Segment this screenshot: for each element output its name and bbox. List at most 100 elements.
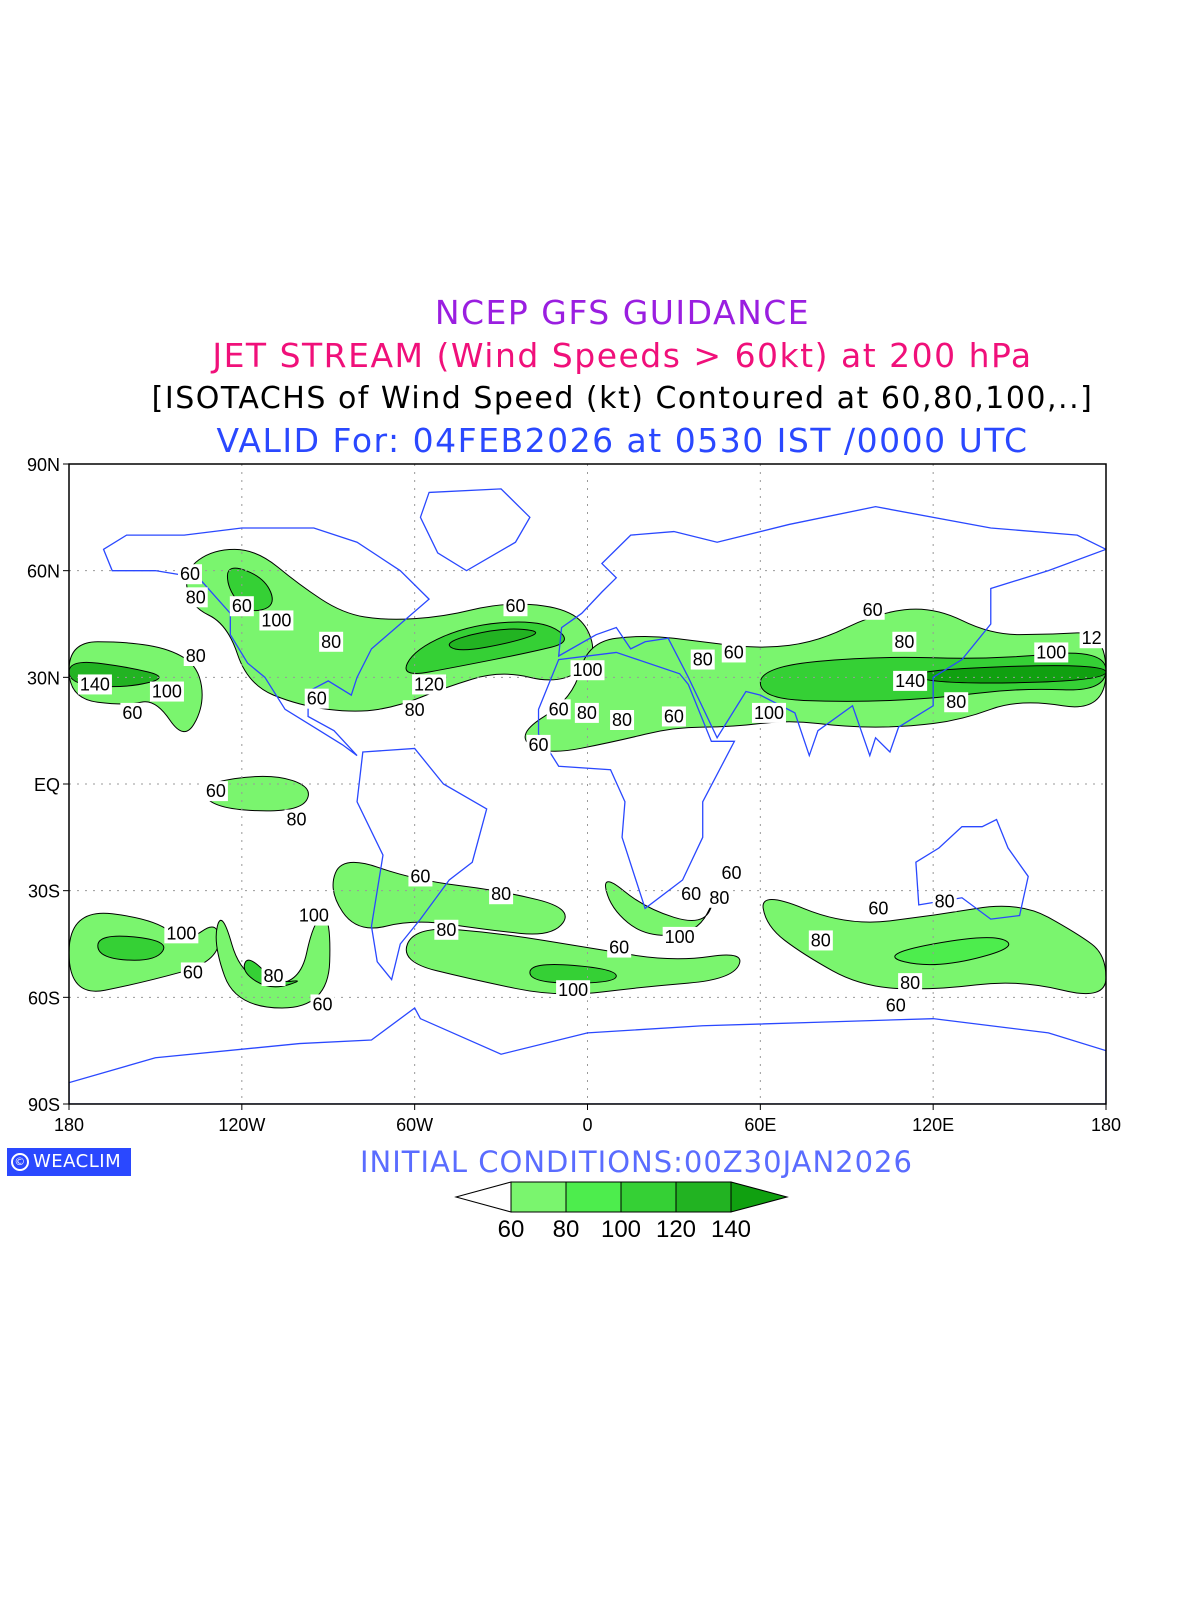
legend-swatch (565, 1181, 622, 1213)
title-line-1: NCEP GFS GUIDANCE (434, 293, 811, 332)
contour-label: 60 (549, 699, 569, 719)
contour-label-bg (526, 734, 551, 755)
contour-label: 100 (665, 927, 695, 947)
y-tick-label: 30S (28, 882, 60, 902)
title-line-3: [ISOTACHS of Wind Speed (kt) Contoured a… (151, 381, 1094, 416)
contour-label: 80 (264, 966, 284, 986)
contour-label: 60 (529, 735, 549, 755)
contour-label: 80 (287, 810, 307, 830)
contour-label: 140 (895, 671, 925, 691)
x-tick-label: 0 (582, 1115, 592, 1135)
contour-label-bg (177, 564, 202, 585)
contour-label-bg (183, 646, 208, 666)
contour-label-bg (284, 809, 309, 830)
contour-label: 60 (722, 863, 742, 883)
contour-label: 60 (886, 995, 906, 1015)
contour-label-bg (721, 642, 746, 663)
x-tick-label: 180 (1091, 1115, 1121, 1135)
contour-label-bg (434, 919, 459, 940)
axes: 180 120W 60W 0 60E 120E 180 90N 60N 30N EQ 30S 60S 90… (27, 455, 1121, 1135)
contour-label-bg (310, 994, 335, 1015)
contour-label-bg (1079, 628, 1104, 649)
contour-label-bg (679, 884, 704, 905)
contour-label: 100 (1036, 642, 1066, 662)
coastline-greenland (419, 488, 531, 572)
contour-label-bg (319, 631, 344, 652)
contour-label: 60 (232, 596, 252, 616)
contour-label-bg (556, 980, 591, 1001)
contour-label: 60 (312, 994, 332, 1014)
contour-label: 100 (261, 610, 291, 630)
contour-label: 80 (321, 632, 341, 652)
valid-time: VALID For: 04FEB2026 at 0530 IST /0000 U… (216, 421, 1029, 460)
contour-label-bg (690, 649, 715, 670)
contour-label-bg (860, 599, 885, 620)
contour-label-bg (570, 660, 605, 681)
contour-label-bg (808, 930, 833, 951)
contour-label: 80 (811, 930, 831, 950)
contour-label-bg (149, 681, 184, 702)
contour-label: 80 (900, 973, 920, 993)
y-tick-label: 90S (28, 1095, 60, 1115)
x-tick-label: 120W (218, 1115, 265, 1135)
legend-label: 140 (711, 1216, 751, 1243)
contour-label-bg (229, 596, 254, 617)
coastline-eurasia (557, 506, 1106, 758)
contour-label-bg (574, 702, 599, 723)
contour-label-bg (898, 973, 923, 994)
contour-label: 60 (724, 642, 744, 662)
y-tick-label: 60N (27, 562, 60, 582)
contour-label: 60 (868, 898, 888, 918)
contour-label-bg (751, 702, 786, 723)
contour-label-bg (77, 674, 112, 695)
contour-label: 60 (307, 689, 327, 709)
contour-label: 80 (935, 891, 955, 911)
contour-label-bg (164, 923, 199, 944)
jet-region-80 (894, 937, 1010, 966)
contour-label: 60 (183, 962, 203, 982)
contour-label-bg (893, 670, 928, 691)
y-tick-label: EQ (34, 775, 60, 795)
contour-label: 60 (863, 600, 883, 620)
y-tick-label: 60S (28, 988, 60, 1008)
contour-label-bg (180, 962, 205, 983)
contour-label-bg (402, 700, 427, 721)
legend-label: 80 (553, 1216, 580, 1243)
contour-label: 60 (410, 866, 430, 886)
contour-label: 80 (894, 632, 914, 652)
jet-region-60 (332, 861, 566, 935)
contour-label: 100 (299, 906, 329, 926)
legend-label: 60 (498, 1216, 525, 1243)
contour-label: 100 (754, 703, 784, 723)
contour-label: 100 (572, 660, 602, 680)
contour-label: 60 (180, 564, 200, 584)
contour-label-bg (932, 891, 957, 912)
contour-label-bg (183, 587, 208, 608)
badge-label: WEACLIM (33, 1151, 122, 1172)
jet-region-100 (97, 935, 165, 961)
contour-label-bg (412, 674, 447, 695)
coastline-south-america (356, 747, 488, 981)
legend-label: 100 (601, 1216, 641, 1243)
contour-label-bg (892, 631, 917, 652)
isotach-fills (69, 548, 1106, 1009)
x-tick-label: 120E (912, 1115, 954, 1135)
copyright-icon: © (11, 1153, 29, 1171)
contour-label-bg (707, 887, 732, 908)
y-tick-label: 30N (27, 668, 60, 688)
contour-label: 80 (946, 692, 966, 712)
jet-region-60 (215, 916, 331, 1009)
contour-label: 60 (206, 781, 226, 801)
x-tick-label: 60E (744, 1115, 776, 1135)
x-tick-label: 180 (54, 1115, 84, 1135)
contour-label: 80 (693, 650, 713, 670)
y-tick-label: 90N (27, 455, 60, 475)
x-tick-label: 60W (396, 1115, 433, 1135)
contour-label-bg (662, 926, 697, 947)
contour-label-bg (304, 688, 329, 709)
contour-label: 80 (436, 920, 456, 940)
contour-label: 80 (709, 888, 729, 908)
contour-label-bg (719, 862, 744, 883)
contour-label: 60 (122, 703, 142, 723)
